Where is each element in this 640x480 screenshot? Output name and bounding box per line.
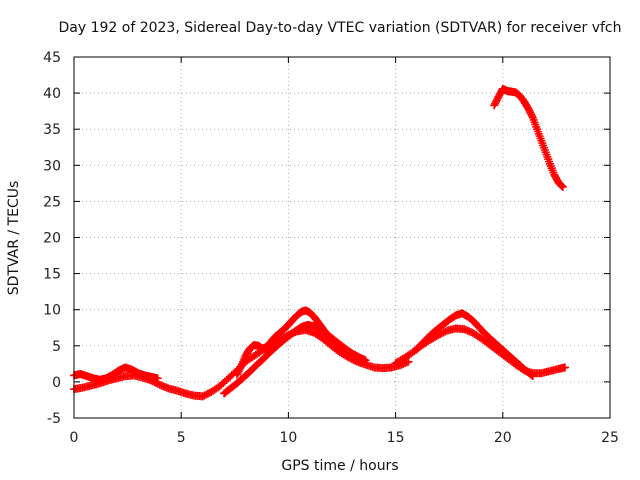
y-tick-label: 15	[43, 267, 61, 283]
data-point	[527, 371, 536, 380]
x-tick-label: 0	[70, 430, 79, 446]
data-point	[361, 356, 370, 365]
series-6	[413, 309, 537, 381]
y-tick-label: 10	[43, 303, 61, 319]
data-point	[236, 363, 245, 372]
y-tick-label: 25	[43, 194, 61, 210]
data-points	[70, 84, 569, 401]
series-2	[70, 363, 162, 384]
y-tick-label: 5	[52, 339, 61, 355]
y-axis-title: SDTVAR / TECUs	[6, 181, 22, 296]
data-point	[404, 357, 413, 366]
x-tick-label: 10	[279, 430, 297, 446]
data-point	[560, 363, 569, 372]
y-tick-label: 20	[43, 231, 61, 247]
data-point	[528, 372, 537, 381]
y-tick-label: 30	[43, 158, 61, 174]
y-tick-label: 0	[52, 375, 61, 391]
x-axis-title: GPS time / hours	[281, 458, 398, 474]
series-4	[220, 320, 370, 398]
data-point	[153, 374, 162, 383]
x-tick-label: 20	[494, 430, 512, 446]
data-point	[557, 182, 566, 191]
series-7	[490, 84, 567, 191]
y-tick-label: -5	[47, 411, 61, 427]
x-tick-label: 25	[601, 430, 619, 446]
data-point	[527, 111, 536, 120]
axis-ticks	[73, 56, 611, 419]
data-point	[558, 182, 567, 191]
y-tick-label: 40	[43, 86, 61, 102]
y-tick-label: 35	[43, 122, 61, 138]
x-tick-label: 5	[177, 430, 186, 446]
tick-labels: 0 5 10 15 20 25 -5 0 5 10 15 20 25 30 35 40 45	[43, 50, 619, 446]
x-tick-label: 15	[387, 430, 405, 446]
chart-title: Day 192 of 2023, Sidereal Day-to-day VTE…	[58, 20, 621, 36]
series-1	[70, 325, 413, 401]
y-tick-label: 45	[43, 50, 61, 66]
data-point	[557, 181, 566, 190]
